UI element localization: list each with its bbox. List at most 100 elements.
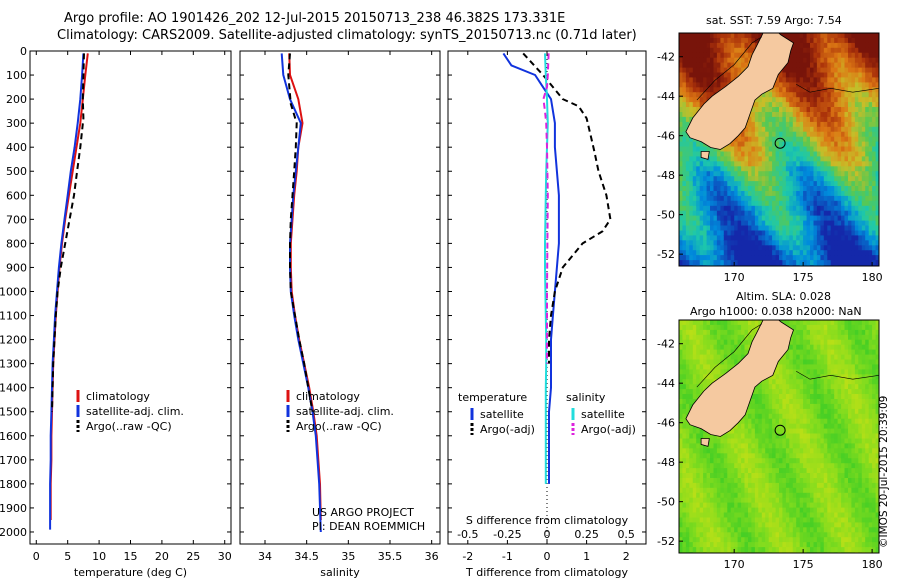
- map-cell: [813, 399, 818, 405]
- map-cell: [796, 547, 801, 553]
- map-cell: [720, 33, 725, 39]
- map-cell: [744, 497, 749, 504]
- map-cell: [689, 200, 694, 207]
- map-cell: [679, 181, 683, 187]
- map-cell: [844, 220, 849, 227]
- map-cell: [803, 448, 808, 454]
- map-cell: [765, 195, 770, 202]
- map-cell: [792, 453, 797, 459]
- map-cell: [823, 200, 828, 207]
- map-cell: [703, 146, 708, 152]
- map-cell: [796, 230, 801, 236]
- map-cell: [806, 458, 811, 464]
- map-cell: [710, 497, 714, 504]
- map-cell: [710, 334, 714, 341]
- map-cell: [768, 107, 773, 113]
- y-tick-label: 1100: [0, 310, 27, 323]
- map-cell: [785, 205, 790, 212]
- map-cell: [796, 72, 801, 78]
- map-cell: [748, 47, 752, 54]
- map-cell: [875, 136, 879, 143]
- map-cell: [803, 497, 808, 504]
- map-cell: [679, 186, 683, 192]
- map-cell: [727, 205, 732, 212]
- map-cell: [813, 517, 818, 523]
- map-cell: [782, 487, 787, 494]
- map-cell: [806, 205, 811, 212]
- map-cell: [713, 72, 718, 78]
- map-cell: [792, 492, 797, 499]
- map-cell: [827, 215, 832, 222]
- map-cell: [758, 126, 763, 133]
- map-cell: [785, 443, 790, 449]
- map-cell: [710, 478, 714, 484]
- map-cell: [696, 245, 701, 251]
- map-cell: [799, 384, 804, 390]
- map-cell: [682, 195, 687, 202]
- map-cell: [775, 463, 780, 469]
- map-cell: [699, 374, 704, 380]
- map-cell: [758, 136, 763, 143]
- map-cell: [868, 255, 873, 261]
- map-cell: [775, 468, 780, 474]
- map-cell: [868, 72, 873, 78]
- map-cell: [692, 166, 697, 172]
- map-cell: [682, 210, 687, 217]
- map-cell: [820, 225, 825, 231]
- map-cell: [851, 42, 856, 49]
- map-cell: [710, 463, 714, 469]
- map-cell: [872, 72, 877, 78]
- map-cell: [765, 399, 770, 405]
- map-cell: [751, 191, 756, 197]
- map-cell: [810, 62, 814, 69]
- map-cell: [758, 458, 763, 464]
- map-cell: [748, 250, 752, 256]
- map-cell: [789, 517, 794, 523]
- map-cell: [758, 399, 763, 405]
- map-cell: [816, 116, 821, 123]
- map-cell: [716, 324, 721, 331]
- map-cell: [741, 448, 746, 454]
- map-cell: [748, 200, 752, 207]
- map-cell: [699, 527, 704, 533]
- map-cell: [703, 497, 708, 504]
- map-cell: [848, 52, 852, 59]
- map-cell: [844, 37, 849, 44]
- map-cell: [799, 482, 804, 489]
- map-cell: [706, 537, 711, 543]
- map-cell: [868, 240, 873, 246]
- map-cell: [703, 181, 708, 187]
- map-cell: [716, 62, 721, 69]
- map-cell: [754, 487, 759, 494]
- map-cell: [689, 146, 694, 152]
- map-cell: [806, 329, 811, 336]
- map-cell: [820, 200, 825, 207]
- map-cell: [696, 478, 701, 484]
- map-cell: [692, 230, 697, 236]
- map-cell: [868, 107, 873, 113]
- map-cell: [796, 52, 801, 59]
- map-cell: [723, 359, 728, 365]
- map-cell: [872, 126, 877, 133]
- map-cell: [820, 121, 825, 128]
- map-cell: [765, 205, 770, 212]
- map-cell: [748, 156, 752, 162]
- map-cell: [737, 37, 742, 44]
- map-cell: [851, 52, 856, 59]
- map-cell: [706, 329, 711, 336]
- map-cell: [710, 443, 714, 449]
- map-cell: [823, 87, 828, 93]
- map-cell: [861, 67, 866, 74]
- map-cell: [716, 497, 721, 504]
- map-cell: [789, 492, 794, 499]
- map-cell: [837, 240, 842, 246]
- map-cell: [837, 33, 842, 39]
- map-cell: [810, 235, 814, 241]
- map-cell: [692, 448, 697, 454]
- map-cell: [692, 329, 697, 336]
- map-cell: [816, 324, 821, 331]
- map-cell: [792, 146, 797, 152]
- map-cell: [751, 220, 756, 227]
- map-cell: [834, 210, 839, 217]
- map-cell: [741, 62, 746, 69]
